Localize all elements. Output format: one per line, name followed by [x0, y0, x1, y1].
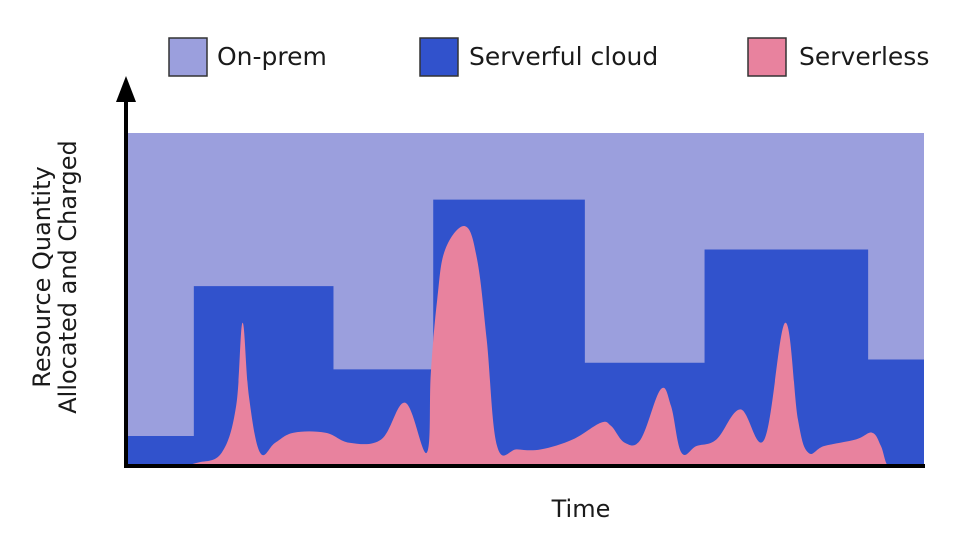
area-serverless [126, 226, 924, 466]
area-serverful-cloud [126, 199, 924, 466]
legend: On-prem Serverful cloud Serverless [168, 37, 929, 77]
legend-label-serverful-cloud: Serverful cloud [469, 42, 658, 71]
legend-label-on-prem: On-prem [217, 42, 327, 71]
y-axis-label-line-2: Allocated and Charged [54, 140, 82, 414]
legend-swatch-serverless [747, 37, 787, 77]
legend-swatch-serverful-cloud [419, 37, 459, 77]
plot-area [126, 133, 924, 466]
legend-swatch-on-prem [168, 37, 208, 77]
x-axis-label: Time [551, 495, 611, 523]
y-axis-label: Resource Quantity Allocated and Charged [28, 140, 82, 414]
y-axis-label-line-1: Resource Quantity [28, 166, 56, 387]
axes [116, 76, 925, 468]
y-axis-arrow-icon [116, 76, 136, 102]
legend-label-serverless: Serverless [799, 42, 929, 71]
